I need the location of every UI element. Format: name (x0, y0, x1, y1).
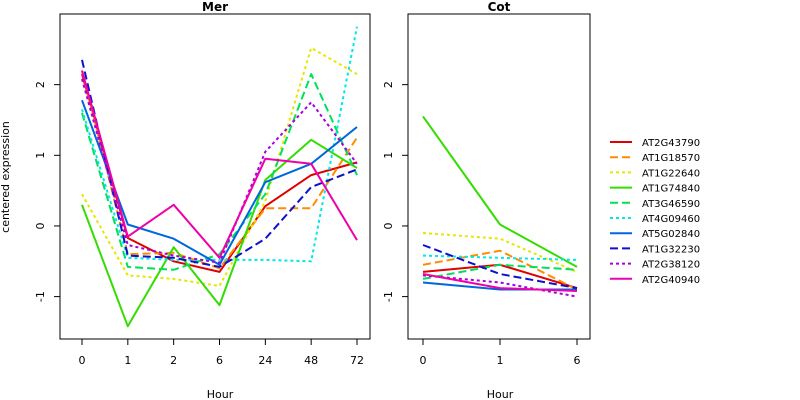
x-axis-label-cot: Hour (487, 388, 514, 400)
legend-label: AT1G74840 (642, 184, 700, 195)
series-line-cot-at2g40940 (422, 273, 578, 292)
ticks-cot: -1 0 1 2 0 1 6 (382, 81, 581, 367)
series-line-mer-at1g18570 (81, 70, 358, 270)
x-tick-label-mer: 0 (79, 354, 86, 367)
plot-box-mer (59, 13, 371, 340)
legend-label: AT1G18570 (642, 153, 700, 164)
y-tick-label-cot: 0 (382, 222, 395, 229)
x-tick-label-mer: 6 (216, 354, 223, 367)
y-axis-label: centered expression (0, 121, 12, 233)
legend-label: AT1G22640 (642, 168, 700, 179)
legend-label: AT5G02840 (642, 229, 700, 240)
series-lines-cot (422, 115, 578, 298)
legend-label: AT4G09460 (642, 214, 700, 225)
y-tick-label-mer: 1 (34, 152, 47, 159)
x-tick-label-mer: 24 (258, 354, 272, 367)
series-line-mer-at2g38120 (81, 78, 358, 264)
chart-title-cot: Cot (488, 0, 511, 14)
y-tick-label-cot: -1 (382, 291, 395, 302)
ticks-mer: -1 0 1 2 0 1 2 6 24 48 72 (34, 81, 364, 367)
series-line-cot-at1g32230 (422, 244, 578, 290)
x-tick-label-mer: 1 (124, 354, 131, 367)
legend-label: AT2G40940 (642, 275, 700, 286)
panel-mer: Mer -1 0 1 2 0 1 2 6 24 48 72 Hour centered expres… (0, 0, 371, 400)
series-line-mer-at1g32230 (81, 59, 358, 268)
legend-label: AT3G46590 (642, 199, 700, 210)
legend-label: AT2G43790 (642, 138, 700, 149)
series-line-cot-at1g22640 (422, 232, 578, 273)
series-line-cot-at1g74840 (422, 115, 578, 268)
x-tick-label-mer: 48 (304, 354, 318, 367)
y-tick-label-mer: 2 (34, 81, 47, 88)
x-tick-label-cot: 0 (420, 354, 427, 367)
series-line-mer-at2g40940 (81, 70, 358, 259)
y-tick-label-mer: 0 (34, 222, 47, 229)
legend-label: AT2G38120 (642, 260, 700, 271)
series-lines-mer (81, 26, 358, 328)
series-line-cot-at1g18570 (422, 249, 578, 291)
x-tick-label-mer: 72 (350, 354, 364, 367)
series-line-mer-at1g74840 (81, 138, 358, 328)
panel-cot: Cot -1 0 1 2 0 1 6 Hour (382, 0, 591, 400)
series-line-mer-at3g46590 (81, 73, 358, 271)
x-tick-label-cot: 1 (497, 354, 504, 367)
series-line-cot-at3g46590 (422, 263, 578, 280)
x-tick-label-mer: 2 (170, 354, 177, 367)
x-tick-label-cot: 6 (574, 354, 581, 367)
y-tick-label-mer: -1 (34, 291, 47, 302)
series-line-mer-at4g09460 (81, 26, 358, 263)
x-axis-label-mer: Hour (207, 388, 234, 400)
y-tick-label-cot: 2 (382, 81, 395, 88)
series-line-mer-at2g43790 (81, 73, 358, 273)
chart-title-mer: Mer (202, 0, 228, 14)
y-tick-label-cot: 1 (382, 152, 395, 159)
series-line-cot-at4g09460 (422, 254, 578, 261)
legend-label: AT1G32230 (642, 244, 700, 255)
legend: AT2G43790 AT1G18570 AT1G22640 AT1G74840 AT3G… (610, 138, 700, 286)
